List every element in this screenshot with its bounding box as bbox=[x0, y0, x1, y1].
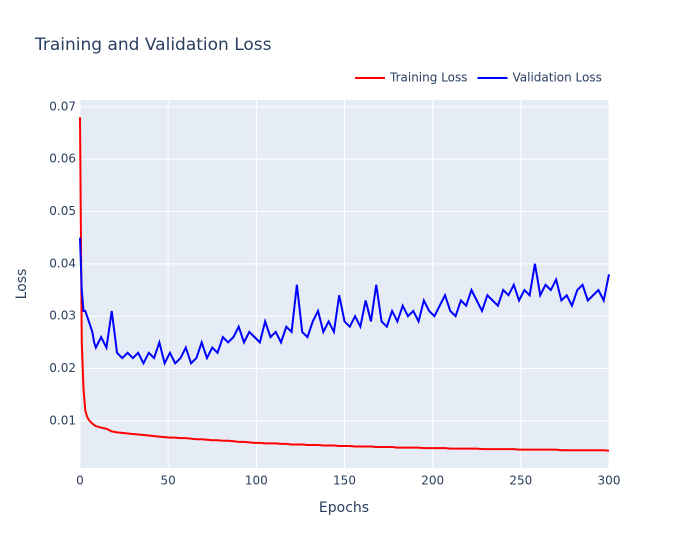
y-tick-label: 0.01 bbox=[49, 413, 76, 427]
legend-label: Training Loss bbox=[389, 71, 467, 85]
x-tick-label: 300 bbox=[598, 474, 621, 488]
y-tick-label: 0.05 bbox=[49, 204, 76, 218]
y-tick-label: 0.04 bbox=[49, 256, 76, 270]
x-tick-label: 100 bbox=[245, 474, 268, 488]
x-tick-label: 150 bbox=[333, 474, 356, 488]
x-tick-label: 250 bbox=[509, 474, 532, 488]
x-tick-label: 200 bbox=[421, 474, 444, 488]
y-tick-label: 0.02 bbox=[49, 361, 76, 375]
y-tick-label: 0.03 bbox=[49, 309, 76, 323]
x-tick-label: 50 bbox=[161, 474, 176, 488]
x-tick-label: 0 bbox=[76, 474, 84, 488]
y-tick-label: 0.06 bbox=[49, 152, 76, 166]
legend-item[interactable]: Validation Loss bbox=[477, 71, 602, 85]
legend-label: Validation Loss bbox=[512, 71, 601, 85]
y-tick-label: 0.07 bbox=[49, 99, 76, 113]
y-axis-label: Loss bbox=[14, 269, 30, 300]
x-axis-label: Epochs bbox=[319, 500, 369, 516]
line bbox=[79, 237, 610, 367]
legend-item[interactable]: Training Loss bbox=[355, 71, 467, 85]
chart-title: Training and Validation Loss bbox=[34, 35, 272, 55]
line bbox=[79, 117, 610, 452]
